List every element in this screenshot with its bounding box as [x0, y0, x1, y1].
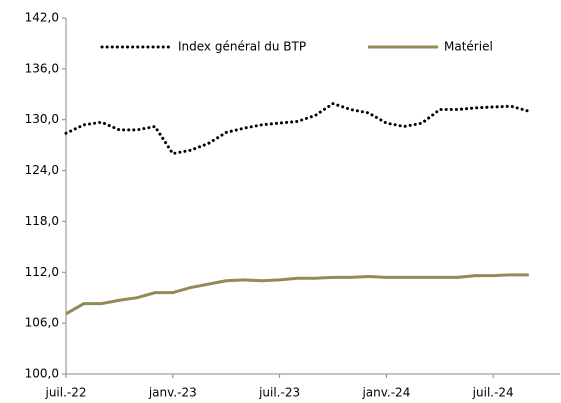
y-tick-label: 136,0: [25, 61, 59, 75]
legend-label: Matériel: [444, 40, 493, 54]
x-tick-label: janv.-24: [361, 386, 410, 400]
y-tick-label: 142,0: [25, 11, 59, 25]
x-tick-label: juil.-22: [44, 386, 86, 400]
series-line: [65, 273, 529, 316]
y-tick-label: 100,0: [25, 367, 59, 381]
legend-label: Index général du BTP: [178, 40, 306, 54]
y-tick-label: 130,0: [25, 112, 59, 126]
x-tick-label: janv.-23: [148, 386, 197, 400]
series-line: [64, 101, 531, 156]
x-tick-label: juil.-23: [258, 386, 300, 400]
x-tick-label: juil.-24: [472, 386, 514, 400]
y-tick-label: 106,0: [25, 316, 59, 330]
y-tick-label: 124,0: [25, 163, 59, 177]
y-tick-label: 112,0: [25, 265, 59, 279]
y-tick-label: 118,0: [25, 214, 59, 228]
